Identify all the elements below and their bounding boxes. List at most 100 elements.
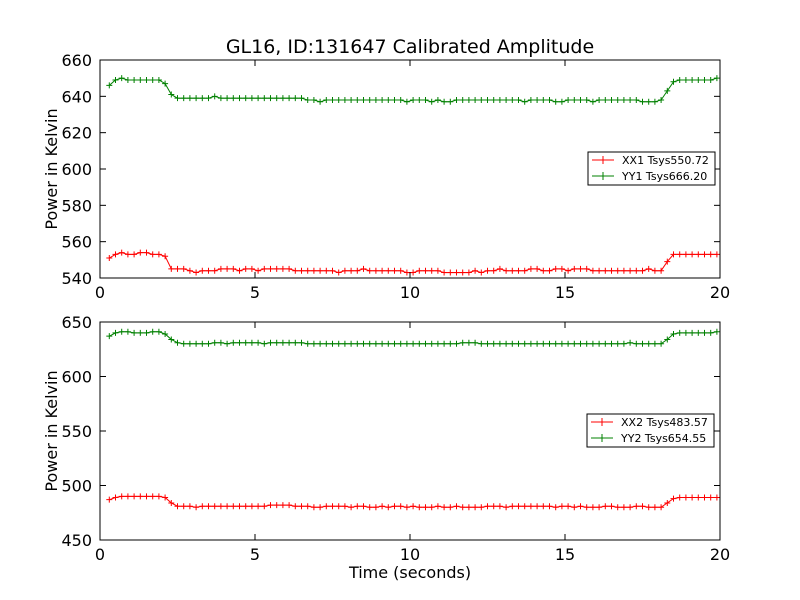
data-point	[546, 96, 553, 103]
data-point	[602, 96, 609, 103]
data-point	[689, 494, 696, 501]
data-point	[701, 494, 708, 501]
data-point	[428, 98, 435, 105]
data-point	[713, 494, 720, 501]
data-point	[478, 96, 485, 103]
data-point	[335, 503, 342, 510]
top-legend-box	[587, 151, 716, 186]
data-point	[348, 267, 355, 274]
data-point	[676, 329, 683, 336]
data-point	[658, 340, 665, 347]
data-point	[310, 340, 317, 347]
data-point	[627, 96, 634, 103]
bottom-legend-box	[586, 413, 715, 448]
y-tick-label: 600	[61, 368, 92, 387]
x-tick-label: 15	[555, 283, 575, 302]
data-point	[713, 328, 720, 335]
data-point	[627, 504, 634, 511]
data-point	[596, 504, 603, 511]
data-point	[372, 96, 379, 103]
x-tick-label: 20	[710, 545, 730, 564]
data-point	[403, 504, 410, 511]
data-point	[168, 499, 175, 506]
data-point	[472, 504, 479, 511]
data-point	[230, 339, 237, 346]
data-point	[521, 340, 528, 347]
bottom-chart-axes: 0 5 10 15 20 450 500 550 600 650	[61, 313, 730, 564]
data-point	[385, 96, 392, 103]
data-point	[552, 340, 559, 347]
data-point	[496, 340, 503, 347]
top-chart: GL16, ID:131647 Calibrated Amplitude 0 5 1…	[42, 36, 730, 302]
data-point	[131, 251, 138, 258]
data-point	[664, 336, 671, 343]
data-point	[391, 503, 398, 510]
data-point	[273, 265, 280, 272]
data-point	[465, 339, 472, 346]
data-point	[317, 504, 324, 511]
data-point	[682, 251, 689, 258]
data-point	[149, 493, 156, 500]
data-point	[465, 96, 472, 103]
data-point	[255, 95, 262, 102]
data-point	[317, 340, 324, 347]
data-point	[348, 340, 355, 347]
data-point	[645, 340, 652, 347]
data-point	[571, 504, 578, 511]
data-point	[589, 267, 596, 274]
x-tick-label: 5	[250, 283, 260, 302]
data-point	[205, 340, 212, 347]
data-point	[515, 96, 522, 103]
data-point	[465, 504, 472, 511]
data-point	[465, 269, 472, 276]
data-point	[453, 96, 460, 103]
data-point	[199, 95, 206, 102]
data-point	[193, 504, 200, 511]
data-point	[323, 267, 330, 274]
data-point	[211, 267, 218, 274]
y-tick-label: 600	[61, 160, 92, 179]
data-point	[428, 340, 435, 347]
data-point	[360, 265, 367, 272]
data-point	[224, 265, 231, 272]
data-point	[335, 340, 342, 347]
data-point	[503, 267, 510, 274]
data-point	[360, 96, 367, 103]
data-point	[372, 267, 379, 274]
data-point	[385, 504, 392, 511]
data-point	[186, 267, 193, 274]
data-point	[372, 504, 379, 511]
data-point	[558, 503, 565, 510]
data-point	[707, 251, 714, 258]
data-point	[695, 251, 702, 258]
data-point	[701, 251, 708, 258]
data-point	[224, 503, 231, 510]
data-point	[199, 340, 206, 347]
y-tick-label: 640	[61, 87, 92, 106]
data-point	[180, 265, 187, 272]
x-tick-label: 20	[710, 283, 730, 302]
data-point	[137, 249, 144, 256]
data-point	[695, 329, 702, 336]
data-point	[608, 96, 615, 103]
legend-label-yy1: YY1 Tsys666.20	[621, 170, 707, 183]
data-point	[174, 503, 181, 510]
data-point	[639, 267, 646, 274]
data-point	[695, 494, 702, 501]
data-point	[224, 95, 231, 102]
data-point	[577, 503, 584, 510]
data-point	[608, 340, 615, 347]
data-point	[565, 340, 572, 347]
data-point	[503, 504, 510, 511]
data-point	[614, 340, 621, 347]
data-point	[682, 494, 689, 501]
bottom-y-axis-label: Power in Kelvin	[42, 370, 61, 491]
data-point	[589, 98, 596, 105]
data-point	[341, 503, 348, 510]
data-point	[106, 255, 113, 262]
data-point	[428, 267, 435, 274]
data-point	[416, 504, 423, 511]
data-point	[279, 265, 286, 272]
data-point	[242, 265, 249, 272]
